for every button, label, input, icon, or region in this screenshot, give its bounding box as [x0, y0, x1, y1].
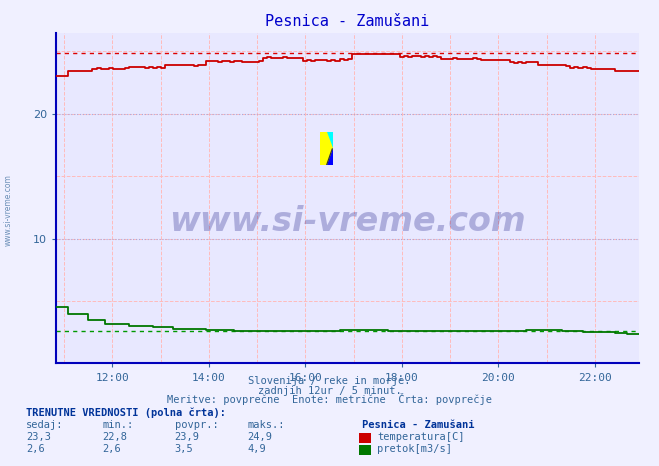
Text: 4,9: 4,9: [247, 444, 266, 454]
Text: www.si-vreme.com: www.si-vreme.com: [169, 205, 526, 238]
Text: temperatura[C]: temperatura[C]: [377, 432, 465, 442]
Text: min.:: min.:: [102, 420, 133, 430]
Text: 23,9: 23,9: [175, 432, 200, 442]
Text: Slovenija / reke in morje.: Slovenija / reke in morje.: [248, 377, 411, 386]
Text: sedaj:: sedaj:: [26, 420, 64, 430]
Polygon shape: [326, 148, 333, 165]
Text: 22,8: 22,8: [102, 432, 127, 442]
Bar: [320, 132, 333, 165]
Text: 2,6: 2,6: [26, 444, 45, 454]
Text: www.si-vreme.com: www.si-vreme.com: [3, 174, 13, 246]
Text: 3,5: 3,5: [175, 444, 193, 454]
Text: pretok[m3/s]: pretok[m3/s]: [377, 444, 452, 454]
Text: Pesnica - Zamušani: Pesnica - Zamušani: [362, 420, 475, 430]
Text: 2,6: 2,6: [102, 444, 121, 454]
Text: TRENUTNE VREDNOSTI (polna črta):: TRENUTNE VREDNOSTI (polna črta):: [26, 407, 226, 418]
Polygon shape: [327, 132, 333, 148]
Title: Pesnica - Zamušani: Pesnica - Zamušani: [266, 14, 430, 29]
Text: 23,3: 23,3: [26, 432, 51, 442]
Text: Meritve: povprečne  Enote: metrične  Črta: povprečje: Meritve: povprečne Enote: metrične Črta:…: [167, 393, 492, 405]
Text: maks.:: maks.:: [247, 420, 285, 430]
Text: zadnjih 12ur / 5 minut.: zadnjih 12ur / 5 minut.: [258, 386, 401, 396]
Text: 24,9: 24,9: [247, 432, 272, 442]
Text: povpr.:: povpr.:: [175, 420, 218, 430]
Polygon shape: [327, 148, 333, 165]
